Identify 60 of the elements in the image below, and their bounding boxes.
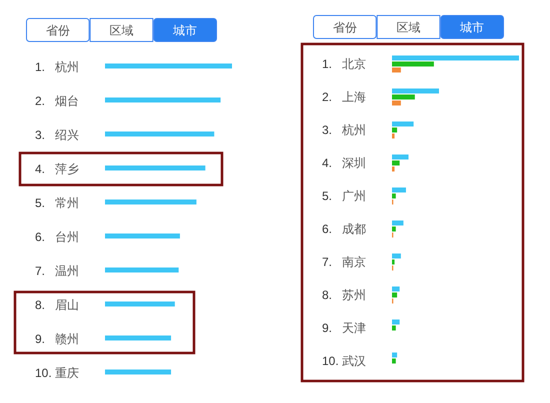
y-tick-label: 9. 赣州 xyxy=(35,332,79,346)
bar xyxy=(392,260,395,264)
bar xyxy=(392,358,396,364)
y-tick-label: 7. 温州 xyxy=(35,264,79,278)
bar xyxy=(105,98,221,102)
bar xyxy=(392,88,439,94)
bar xyxy=(392,320,400,324)
bar xyxy=(392,68,401,72)
tab: 省份 xyxy=(313,15,377,39)
y-tick-label: 6. 台州 xyxy=(35,230,79,244)
bar xyxy=(392,194,396,198)
y-tick-label: 4. 萍乡 xyxy=(35,162,79,176)
bar xyxy=(392,352,398,358)
y-tick-label: 6. 成都 xyxy=(322,222,366,236)
bar xyxy=(392,134,395,138)
bar xyxy=(392,286,400,292)
y-tick-label: 2. 烟台 xyxy=(35,94,79,108)
bar xyxy=(392,62,434,66)
bar xyxy=(392,122,414,126)
bar xyxy=(392,94,415,100)
bar xyxy=(392,56,519,60)
bar xyxy=(392,154,409,160)
y-tick-label: 7. 南京 xyxy=(322,255,366,269)
y-tick-label: 3. 绍兴 xyxy=(35,128,79,142)
bar xyxy=(392,292,398,298)
bar xyxy=(105,200,196,204)
bar xyxy=(105,234,180,238)
bar xyxy=(392,254,401,258)
bar xyxy=(392,188,406,192)
y-tick-label: 10. 武汉 xyxy=(322,354,366,368)
y-tick-label: 2. 上海 xyxy=(322,90,366,104)
y-tick-label: 3. 杭州 xyxy=(322,123,366,137)
y-tick-label: 5. 常州 xyxy=(35,196,79,210)
tab: 省份 xyxy=(26,18,90,42)
bar xyxy=(105,370,172,374)
bar xyxy=(392,100,401,106)
tab: 区域 xyxy=(90,18,154,42)
y-tick-label: 8. 苏州 xyxy=(322,288,366,302)
y-tick-label: 10. 重庆 xyxy=(35,366,79,380)
bar xyxy=(105,166,206,170)
bar xyxy=(392,166,395,172)
bar xyxy=(392,326,396,330)
tab: 城市 xyxy=(440,15,504,39)
bar xyxy=(392,220,404,226)
y-tick-label: 9. 天津 xyxy=(322,321,366,335)
y-tick-label: 1. 杭州 xyxy=(35,60,79,74)
tab: 城市 xyxy=(153,18,217,42)
bar xyxy=(105,64,232,68)
bar xyxy=(392,128,398,132)
y-tick-label: 8. 眉山 xyxy=(35,298,79,312)
y-tick-label: 1. 北京 xyxy=(322,57,366,71)
tab: 区域 xyxy=(376,15,440,39)
y-tick-label: 4. 深圳 xyxy=(322,156,366,170)
bar xyxy=(392,160,400,166)
y-tick-label: 5. 广州 xyxy=(322,189,366,203)
bar xyxy=(105,336,172,340)
bar xyxy=(392,226,396,232)
bar xyxy=(105,132,214,136)
bar xyxy=(105,302,175,306)
bar xyxy=(105,268,179,272)
